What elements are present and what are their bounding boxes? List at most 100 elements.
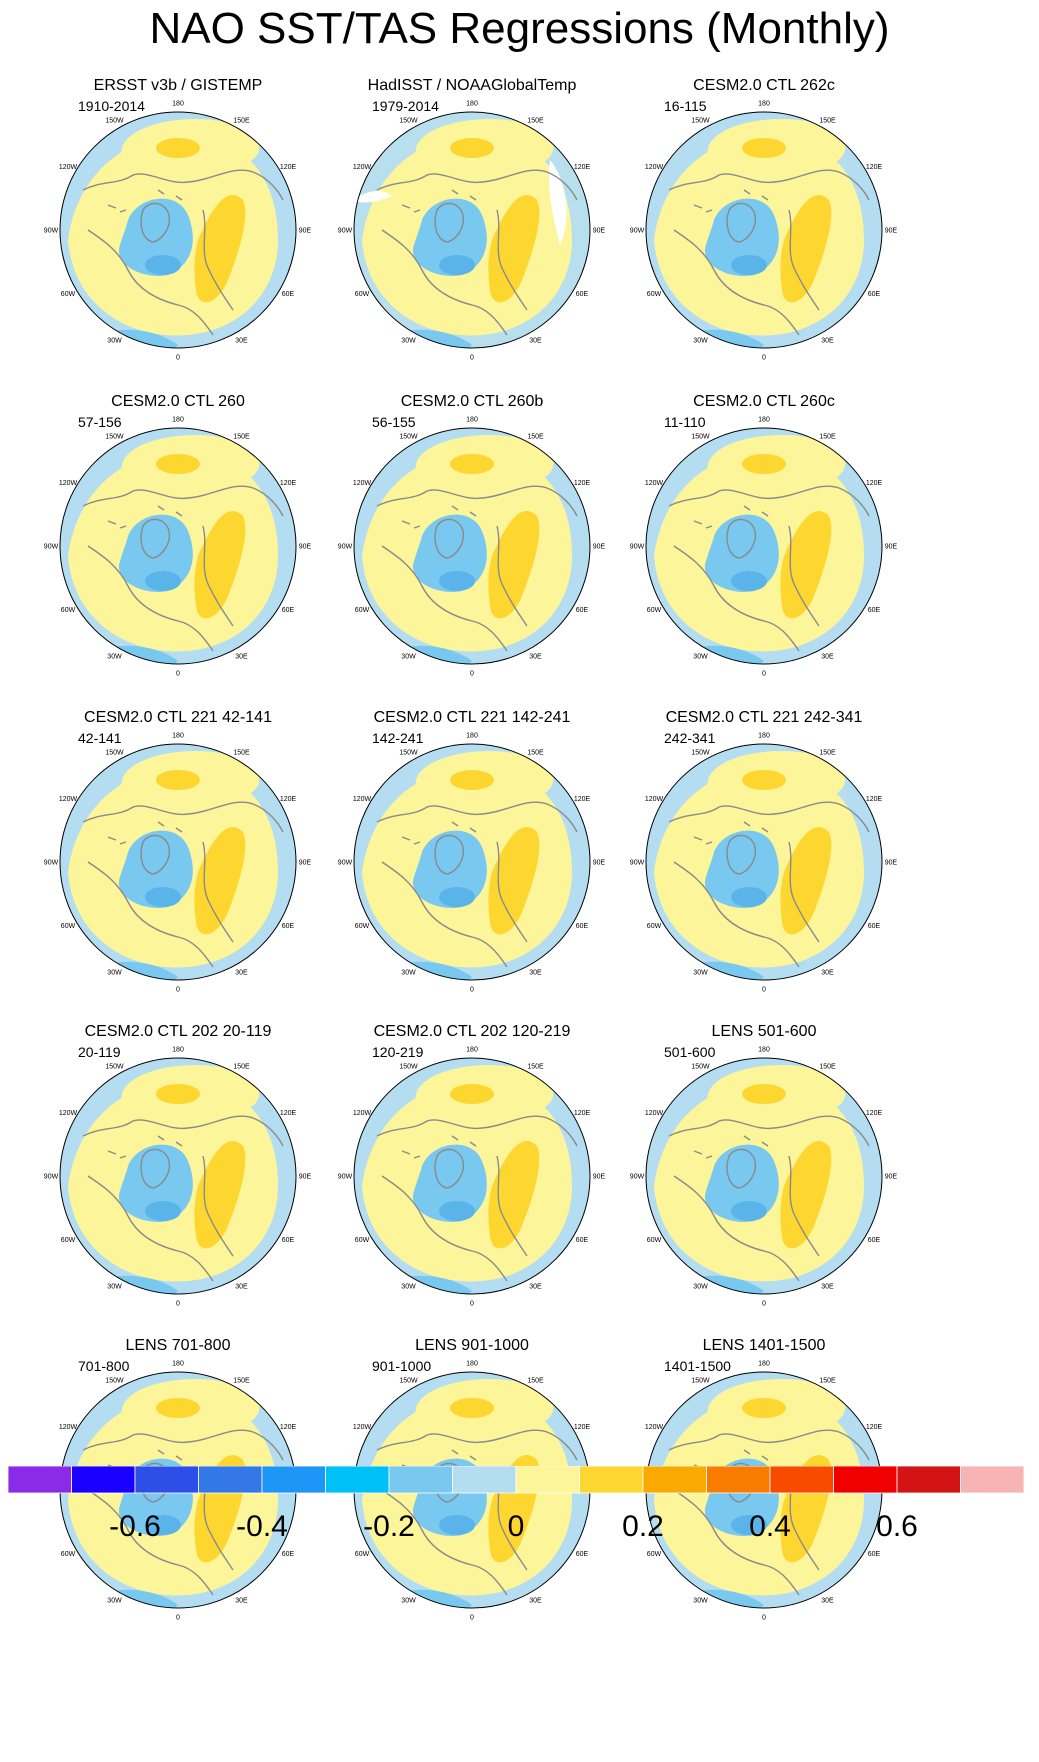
longitude-label: 30W <box>401 1598 416 1605</box>
coastlines <box>668 1115 870 1282</box>
coastlines <box>668 169 870 336</box>
colorbar-swatch <box>960 1466 1025 1494</box>
longitude-label: 60W <box>355 607 370 614</box>
panel-title: CESM2.0 CTL 260c <box>693 393 835 410</box>
longitude-label: 150W <box>399 1064 418 1071</box>
coastlines <box>376 1115 578 1282</box>
longitude-label: 30W <box>693 1598 708 1605</box>
colorbar-label: 0.4 <box>749 1510 791 1543</box>
longitude-label: 90W <box>338 544 353 551</box>
longitude-label: 30E <box>821 1598 834 1605</box>
coastlines <box>376 485 578 652</box>
longitude-label: 90E <box>593 860 606 867</box>
colorbar-swatch <box>198 1466 263 1494</box>
longitude-label: 30W <box>107 654 122 661</box>
pacific-warm-center <box>156 770 200 790</box>
polar-map: 180 150E 120E 90E 60E 30E 0 30W 60W 90W 120W 150W <box>338 417 606 678</box>
coastlines <box>82 169 284 336</box>
figure-title: NAO SST/TAS Regressions (Monthly) <box>149 4 890 53</box>
longitude-label: 90E <box>299 228 312 235</box>
longitude-label: 180 <box>466 1361 478 1368</box>
longitude-label: 30E <box>235 1284 248 1291</box>
longitude-label: 30E <box>235 1598 248 1605</box>
longitude-label: 30E <box>529 654 542 661</box>
longitude-label: 60W <box>355 1551 370 1558</box>
map-boundary <box>353 427 591 665</box>
longitude-label: 0 <box>762 1615 766 1622</box>
longitude-label: 60W <box>355 923 370 930</box>
greenland-cold-center <box>412 198 487 276</box>
longitude-label: 150W <box>399 750 418 757</box>
polar-map: 180 150E 120E 90E 60E 30E 0 30W 60W 90W 120W 150W <box>630 101 898 362</box>
colorbar-swatch <box>515 1466 580 1494</box>
longitude-label: 0 <box>176 1301 180 1308</box>
map-panel: 180 150E 120E 90E 60E 30E 0 30W 60W 90W 120W 150W CE… <box>28 708 328 1018</box>
panel-period: 1401-1500 <box>664 1358 731 1374</box>
longitude-label: 60W <box>647 291 662 298</box>
longitude-label: 150E <box>527 434 544 441</box>
longitude-label: 90E <box>885 544 898 551</box>
labrador-cold-core <box>145 887 181 907</box>
pacific-warm-center <box>742 138 786 158</box>
longitude-label: 150W <box>105 118 124 125</box>
longitude-label: 120W <box>645 1110 664 1117</box>
pacific-warm-center <box>450 454 494 474</box>
longitude-label: 150W <box>105 1064 124 1071</box>
polar-map: 180 150E 120E 90E 60E 30E 0 30W 60W 90W 120W 150W <box>338 733 606 994</box>
longitude-label: 60W <box>61 291 76 298</box>
map-boundary <box>59 111 297 349</box>
longitude-label: 120W <box>353 480 372 487</box>
longitude-label: 0 <box>762 1301 766 1308</box>
longitude-label: 30W <box>107 970 122 977</box>
longitude-label: 90E <box>299 1174 312 1181</box>
pacific-warm-center <box>742 770 786 790</box>
longitude-label: 120W <box>645 796 664 803</box>
longitude-label: 120E <box>280 1424 297 1431</box>
longitude-label: 60E <box>576 291 589 298</box>
eurasia-warm-band <box>780 510 832 619</box>
greenland-cold-center <box>704 830 779 908</box>
longitude-label: 30W <box>693 1284 708 1291</box>
longitude-label: 60W <box>355 291 370 298</box>
map-panel: 180 150E 120E 90E 60E 30E 0 30W 60W 90W 120W 150W CE… <box>28 392 328 702</box>
polar-map: 180 150E 120E 90E 60E 30E 0 30W 60W 90W 120W 150W <box>44 1047 312 1308</box>
labrador-cold-core <box>731 255 767 275</box>
map-boundary <box>645 1057 883 1295</box>
colorbar-swatch <box>261 1466 326 1494</box>
longitude-label: 120E <box>866 164 883 171</box>
longitude-label: 90W <box>44 228 59 235</box>
longitude-label: 120E <box>574 1424 591 1431</box>
longitude-label: 30W <box>401 970 416 977</box>
map-panel: 180 150E 120E 90E 60E 30E 0 30W 60W 90W 120W 150W CE… <box>322 1022 622 1332</box>
pacific-warm-center <box>156 454 200 474</box>
pacific-warm-center <box>742 454 786 474</box>
panel-title: CESM2.0 CTL 221 42-141 <box>84 709 272 726</box>
longitude-label: 30W <box>107 1598 122 1605</box>
coastlines <box>668 485 870 652</box>
longitude-label: 60E <box>868 291 881 298</box>
longitude-label: 30E <box>821 1284 834 1291</box>
eurasia-warm-band <box>780 194 832 303</box>
longitude-label: 150E <box>527 1064 544 1071</box>
longitude-label: 150W <box>691 750 710 757</box>
longitude-label: 30E <box>529 1284 542 1291</box>
longitude-label: 150E <box>819 1064 836 1071</box>
longitude-label: 150E <box>233 1064 250 1071</box>
longitude-label: 90E <box>885 1174 898 1181</box>
longitude-label: 30E <box>529 970 542 977</box>
map-panel: 180 150E 120E 90E 60E 30E 0 30W 60W 90W 120W 150W ER… <box>28 76 328 386</box>
eurasia-warm-band <box>194 510 246 619</box>
map-boundary <box>59 1057 297 1295</box>
labrador-cold-core <box>439 571 475 591</box>
longitude-label: 60E <box>282 1237 295 1244</box>
labrador-cold-core <box>145 571 181 591</box>
longitude-label: 120E <box>574 796 591 803</box>
labrador-cold-core <box>731 887 767 907</box>
greenland-cold-center <box>118 198 193 276</box>
colorbar-swatch <box>706 1466 771 1494</box>
longitude-label: 60E <box>282 1551 295 1558</box>
longitude-label: 0 <box>176 1615 180 1622</box>
longitude-label: 0 <box>470 671 474 678</box>
longitude-label: 30E <box>821 654 834 661</box>
longitude-label: 150E <box>819 1378 836 1385</box>
